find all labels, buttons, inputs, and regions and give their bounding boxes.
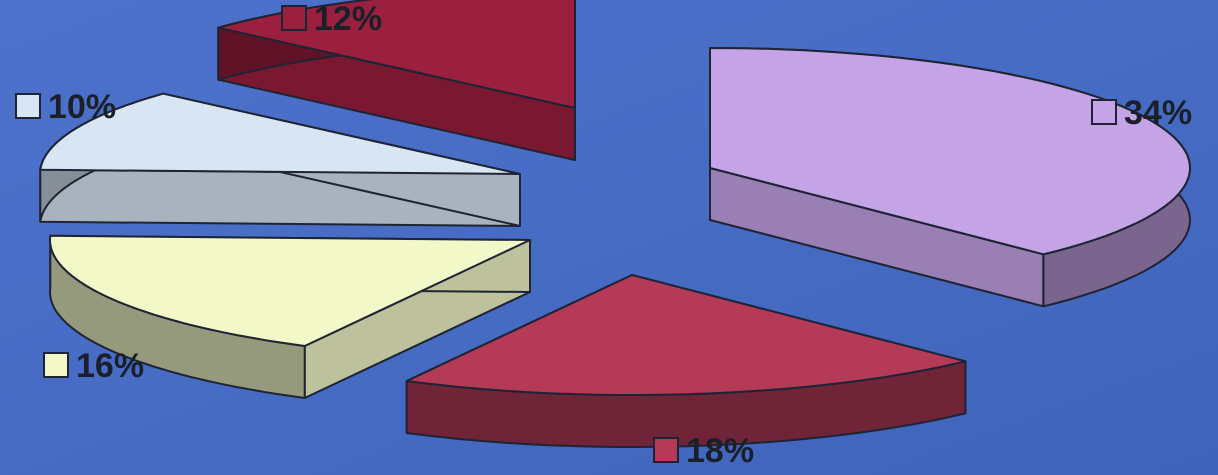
pie-slice-top — [405, 274, 967, 396]
legend-swatch — [1091, 99, 1117, 125]
pie-slice — [405, 274, 967, 448]
data-label: 12% — [281, 0, 382, 38]
legend-swatch — [653, 437, 679, 463]
pie-slice — [217, 0, 576, 161]
pie-slice-top — [49, 234, 531, 347]
data-label-text: 16% — [76, 347, 144, 385]
data-label: 10% — [15, 88, 116, 126]
data-label-text: 34% — [1124, 94, 1192, 132]
pie-slice — [39, 92, 521, 227]
data-label: 16% — [43, 347, 144, 385]
legend-swatch — [15, 93, 41, 119]
data-label-text: 12% — [314, 0, 382, 38]
pie-slice-top — [709, 47, 1191, 256]
legend-swatch — [281, 5, 307, 31]
legend-swatch — [43, 352, 69, 378]
data-label: 18% — [653, 432, 754, 470]
data-label-text: 18% — [686, 432, 754, 470]
data-label-text: 10% — [48, 88, 116, 126]
pie-slice-top — [217, 0, 576, 109]
pie-slice-top — [39, 92, 521, 175]
data-label: 34% — [1091, 94, 1192, 132]
pie-slice — [709, 47, 1191, 308]
pie-slice — [49, 234, 531, 399]
